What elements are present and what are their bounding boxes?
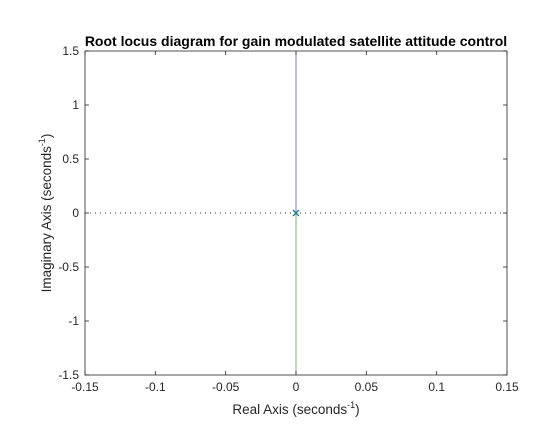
y-tick-label: -0.5 (58, 260, 79, 274)
x-tick-label: 0.1 (428, 380, 445, 394)
pole-layer (292, 209, 300, 217)
y-tick-label: 0.5 (62, 152, 79, 166)
x-axis-label: Real Axis (seconds-1) (232, 400, 359, 417)
x-tick-label: -0.05 (212, 380, 240, 394)
y-axis-label: Imaginary Axis (seconds-1) (37, 134, 54, 293)
y-axis-ticks: 1.5 1 0.5 0 -0.5 -1 -1.5 (58, 44, 507, 382)
y-tick-label: 1.5 (62, 44, 79, 58)
x-axis-ticks: -0.15 -0.1 -0.05 0 0.05 0.1 0.15 (71, 51, 519, 394)
y-axis-label-close: ) (39, 134, 54, 139)
x-tick-label: -0.15 (71, 380, 99, 394)
y-tick-label: -1 (68, 314, 79, 328)
y-tick-label: 0 (72, 206, 79, 220)
pole-marker-stroke (292, 209, 300, 217)
y-tick-label: -1.5 (58, 368, 79, 382)
x-axis-label-main: Real Axis (seconds (232, 402, 347, 417)
y-axis-label-exponent: -1 (37, 138, 47, 146)
y-axis-label-main: Imaginary Axis (seconds (39, 146, 54, 293)
x-tick-label: 0 (293, 380, 300, 394)
plot-area (84, 50, 508, 376)
x-axis-label-close: ) (355, 402, 360, 417)
chart-title: Root locus diagram for gain modulated sa… (85, 33, 507, 49)
y-tick-label: 1 (72, 98, 79, 112)
pole-marker (292, 209, 300, 217)
x-tick-label: -0.1 (145, 380, 166, 394)
x-axis-label-exponent: -1 (347, 400, 355, 410)
x-tick-label: 0.05 (355, 380, 379, 394)
x-tick-label: 0.15 (495, 380, 519, 394)
